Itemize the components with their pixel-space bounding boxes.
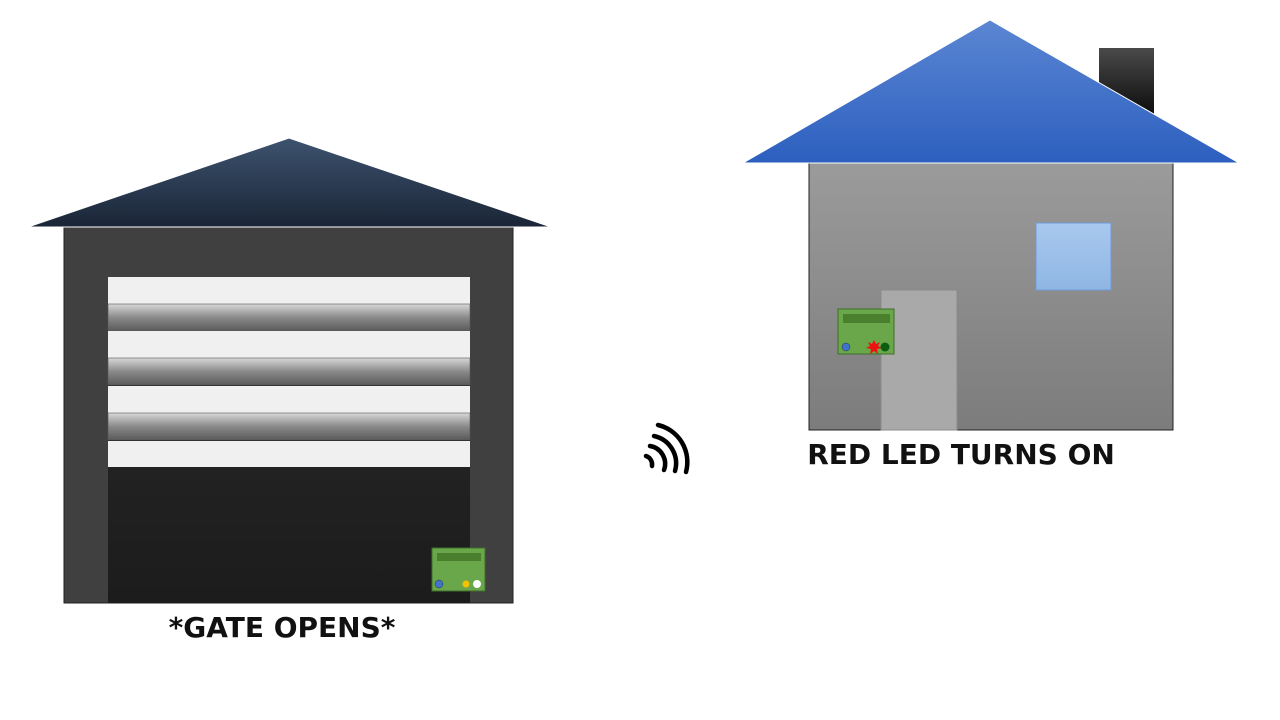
red-led-lit xyxy=(866,340,882,354)
door-panel-2 xyxy=(108,331,470,358)
green-led xyxy=(880,342,890,352)
house-window xyxy=(1035,222,1112,291)
garage-roof xyxy=(27,137,552,228)
door-panel-4 xyxy=(108,441,470,467)
wireless-signal-icon xyxy=(643,422,690,475)
door-slat-2 xyxy=(107,357,471,386)
door-panel-1 xyxy=(108,277,470,304)
blue-led xyxy=(841,342,851,352)
garage-door xyxy=(107,277,471,467)
yellow-led xyxy=(462,580,470,588)
door-slat-1 xyxy=(107,303,471,332)
house-circuit-board xyxy=(837,308,895,355)
house-wall xyxy=(808,161,1174,431)
house-caption: RED LED TURNS ON xyxy=(807,438,1115,471)
garage-caption: *GATE OPENS* xyxy=(169,611,396,644)
white-led xyxy=(473,580,481,588)
board-display xyxy=(437,553,481,561)
door-slat-3 xyxy=(107,412,471,441)
board-display xyxy=(843,314,890,323)
house-roof xyxy=(741,19,1241,164)
blue-led xyxy=(434,579,444,589)
garage-circuit-board xyxy=(431,547,486,592)
house: RED LED TURNS ON xyxy=(741,19,1241,471)
garage: *GATE OPENS* xyxy=(27,137,552,644)
door-panel-3 xyxy=(108,386,470,413)
